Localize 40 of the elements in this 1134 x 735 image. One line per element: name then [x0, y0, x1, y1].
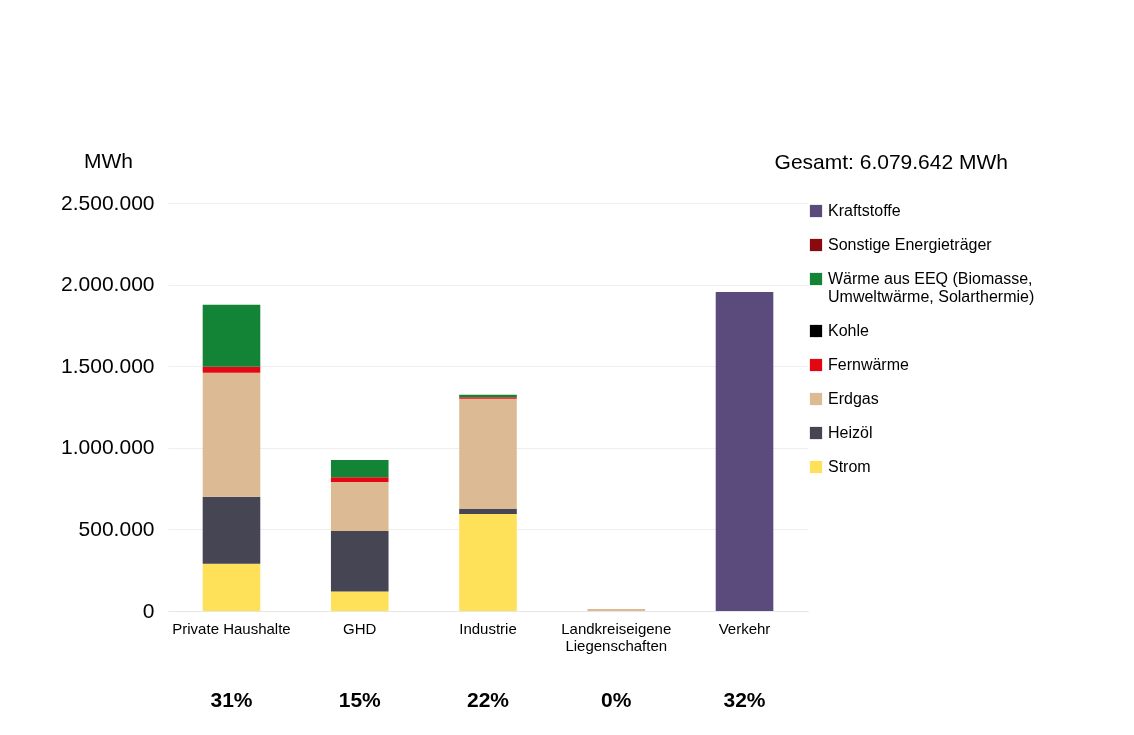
bar — [202, 563, 261, 611]
x-tick-label: Industrie — [459, 619, 517, 637]
bar — [330, 591, 389, 611]
bar — [330, 482, 389, 532]
text: Gesamt: 6.079.642 MWh — [774, 150, 1008, 173]
y-axis-title: MWh — [84, 148, 133, 172]
bar — [202, 304, 261, 367]
legend-label: Fernwärme — [828, 356, 910, 373]
legend-label: Kraftstoffe — [828, 202, 901, 219]
bar — [330, 531, 389, 592]
text: 32% — [723, 688, 766, 711]
legend-label: Heizöl — [828, 424, 873, 441]
bar — [202, 372, 261, 497]
legend-label: Wärme aus EEQ (Biomasse, Umweltwärme, Solarthermie) — [828, 270, 1035, 305]
y-tick-label: 1.000.000 — [61, 435, 155, 459]
y-tick-label: 1.500.000 — [61, 353, 155, 377]
bar — [459, 513, 517, 611]
y-tick-label: 0 — [142, 598, 155, 622]
x-tick-label: Private Haushalte — [172, 619, 291, 637]
y-tick-label: 500.000 — [78, 516, 155, 540]
text: 22% — [466, 688, 510, 711]
y-tick-label: 2.500.000 — [61, 190, 155, 214]
bar — [202, 496, 261, 564]
text: 31% — [210, 688, 253, 711]
legend-label: Erdgas — [828, 390, 879, 407]
x-tick-label: Landkreiseigene Liegenschaften — [561, 619, 672, 654]
bar — [330, 477, 389, 483]
bar — [459, 509, 517, 514]
text: 15% — [338, 688, 382, 711]
bar — [330, 460, 389, 478]
x-tick-label: Verkehr — [718, 619, 771, 637]
legend-label: Strom — [828, 458, 871, 475]
bar — [715, 291, 774, 611]
bar — [202, 366, 261, 373]
x-tick-label: GHD — [343, 619, 377, 637]
text: 0% — [601, 688, 632, 711]
bar — [459, 398, 517, 509]
legend-label: Sonstige Energieträger — [828, 236, 993, 253]
y-tick-label: 2.000.000 — [61, 272, 155, 296]
legend-label: Kohle — [828, 322, 870, 339]
